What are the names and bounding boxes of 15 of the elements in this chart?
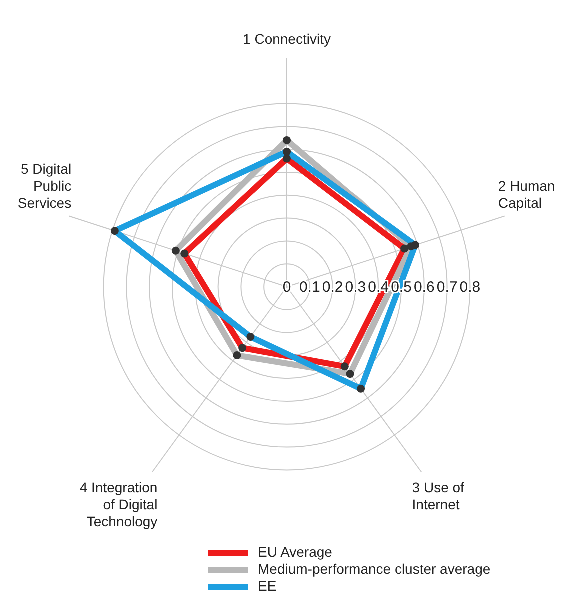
y-tick-label: 0.3 bbox=[345, 279, 366, 296]
legend-label: Medium-performance cluster average bbox=[258, 561, 491, 578]
spoke-label: 4 Integration of Digital Technology bbox=[80, 480, 158, 530]
spoke-label: 3 Use of Internet bbox=[412, 480, 465, 513]
y-tick-label: 0.7 bbox=[436, 279, 458, 296]
y-tick-label: 0 bbox=[282, 279, 292, 296]
y-tick-label: 0.6 bbox=[414, 279, 435, 296]
legend-label: EU Average bbox=[258, 544, 332, 561]
spoke-label: 1 Connectivity bbox=[243, 31, 331, 47]
y-tick-label: 0.8 bbox=[460, 279, 481, 296]
y-tick-label: 0.1 bbox=[299, 279, 320, 296]
spoke-label: 2 Human Capital bbox=[498, 178, 556, 211]
legend-label: EE bbox=[258, 578, 277, 593]
spoke-label: 5 Digital Public Services bbox=[18, 160, 72, 211]
y-tick-label: 0.2 bbox=[322, 279, 344, 296]
